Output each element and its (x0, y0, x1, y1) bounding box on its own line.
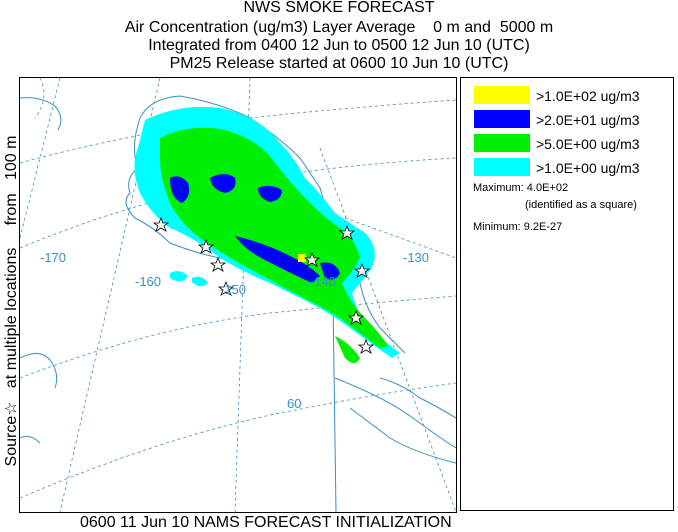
maximum-note: (identified as a square) (525, 199, 637, 211)
legend-swatch-green (474, 134, 530, 152)
release-start: PM25 Release started at 0600 10 Jun 10 (… (169, 55, 509, 72)
forecast-initialization: 0600 11 Jun 10 NAMS FORECAST INITIALIZAT… (80, 514, 452, 531)
source-markers (152, 216, 375, 354)
legend-label: >5.0E+00 ug/m3 (536, 136, 640, 152)
map-panel: -170 -160 -150 -140 -130 60 (19, 77, 457, 513)
maximum-value: Maximum: 4.0E+02 (473, 182, 569, 194)
star-icon (152, 216, 170, 232)
legend-swatch-blue (474, 110, 530, 128)
forecast-title: NWS SMOKE FORECAST (243, 0, 435, 16)
star-icon (353, 262, 371, 278)
lon-label: -170 (40, 250, 66, 265)
legend-label: >2.0E+01 ug/m3 (536, 112, 640, 128)
legend-label: >1.0E+02 ug/m3 (536, 88, 640, 104)
lon-label: -140 (310, 274, 336, 289)
lat-label: 60 (287, 396, 301, 411)
legend-label: >1.0E+00 ug/m3 (536, 160, 640, 176)
star-icon (197, 238, 215, 254)
smoke-plume (134, 106, 400, 363)
legend-swatch-cyan (474, 158, 530, 176)
star-icon (303, 251, 321, 267)
star-icon (338, 224, 356, 240)
legend-panel: >1.0E+02 ug/m3 >2.0E+01 ug/m3 >5.0E+00 u… (460, 77, 674, 511)
lon-label: -150 (220, 282, 246, 297)
integration-period: Integrated from 0400 12 Jun to 0500 12 J… (148, 37, 530, 54)
lon-label: -130 (403, 250, 429, 265)
star-icon (209, 256, 227, 272)
map-canvas: -170 -160 -150 -140 -130 60 (20, 78, 456, 512)
star-icon (357, 338, 375, 354)
coastline (20, 95, 456, 512)
legend-swatch-yellow (474, 86, 530, 104)
lon-label: -160 (135, 274, 161, 289)
star-icon (347, 309, 365, 325)
star-icon (217, 280, 235, 296)
concentration-subtitle: Air Concentration (ug/m3) Layer Average … (124, 19, 554, 36)
minimum-value: Minimum: 9.2E-27 (473, 221, 563, 233)
